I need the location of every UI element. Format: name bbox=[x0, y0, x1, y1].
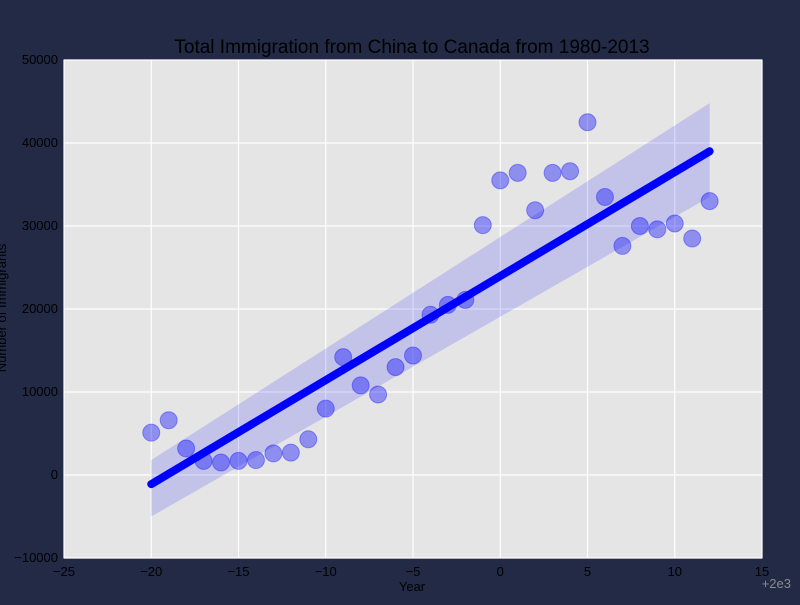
x-axis-label: Year bbox=[399, 579, 426, 594]
data-point bbox=[561, 162, 580, 181]
x-tick-label: −25 bbox=[53, 564, 75, 579]
x-tick-labels: −25 −20 −15 −10 −5 0 5 10 15 bbox=[53, 564, 769, 579]
x-tick-label: −5 bbox=[406, 564, 421, 579]
data-point bbox=[508, 163, 527, 182]
data-point bbox=[177, 439, 196, 458]
data-point bbox=[246, 451, 265, 470]
data-point bbox=[526, 201, 545, 220]
data-point bbox=[683, 229, 702, 248]
x-tick-label: 5 bbox=[584, 564, 591, 579]
x-tick-label: 0 bbox=[497, 564, 504, 579]
y-tick-label: −10000 bbox=[14, 550, 58, 565]
x-tick-label: −10 bbox=[315, 564, 337, 579]
x-tick-label: −15 bbox=[227, 564, 249, 579]
data-point bbox=[281, 443, 300, 462]
confidence-band bbox=[151, 103, 710, 517]
data-point bbox=[299, 430, 318, 449]
data-point bbox=[578, 113, 597, 132]
data-point bbox=[613, 236, 632, 255]
data-point bbox=[159, 411, 178, 430]
data-point bbox=[351, 376, 370, 395]
x-tick-label: −20 bbox=[140, 564, 162, 579]
data-point bbox=[543, 163, 562, 182]
chart-title: Total Immigration from China to Canada f… bbox=[174, 37, 649, 58]
data-point bbox=[700, 192, 719, 211]
data-point bbox=[229, 451, 248, 470]
data-point bbox=[491, 171, 510, 190]
y-tick-label: 50000 bbox=[22, 52, 58, 67]
y-tick-label: 30000 bbox=[22, 218, 58, 233]
regression-line bbox=[147, 147, 714, 489]
data-point bbox=[404, 346, 422, 365]
y-axis-label: Number of Immigrants bbox=[0, 243, 9, 372]
x-tick-label: 10 bbox=[668, 564, 682, 579]
plot-frame bbox=[63, 59, 763, 559]
x-axis-offset-label: +2e3 bbox=[762, 576, 791, 591]
y-tick-label: 0 bbox=[51, 467, 58, 482]
data-point bbox=[369, 385, 388, 404]
data-point bbox=[595, 187, 614, 206]
data-point bbox=[316, 399, 335, 418]
data-point bbox=[264, 444, 283, 463]
data-point bbox=[630, 217, 649, 235]
y-tick-label: 20000 bbox=[22, 301, 58, 316]
data-point bbox=[212, 453, 231, 472]
data-point bbox=[473, 216, 492, 235]
y-tick-labels: −10000 0 10000 20000 30000 40000 50000 bbox=[14, 52, 58, 565]
data-point bbox=[386, 358, 405, 377]
x-tick-label: 15 bbox=[755, 564, 769, 579]
data-point bbox=[142, 423, 161, 442]
data-point bbox=[648, 220, 667, 239]
data-point bbox=[665, 214, 684, 233]
y-tick-label: 40000 bbox=[22, 135, 58, 150]
y-tick-label: 10000 bbox=[22, 384, 58, 399]
